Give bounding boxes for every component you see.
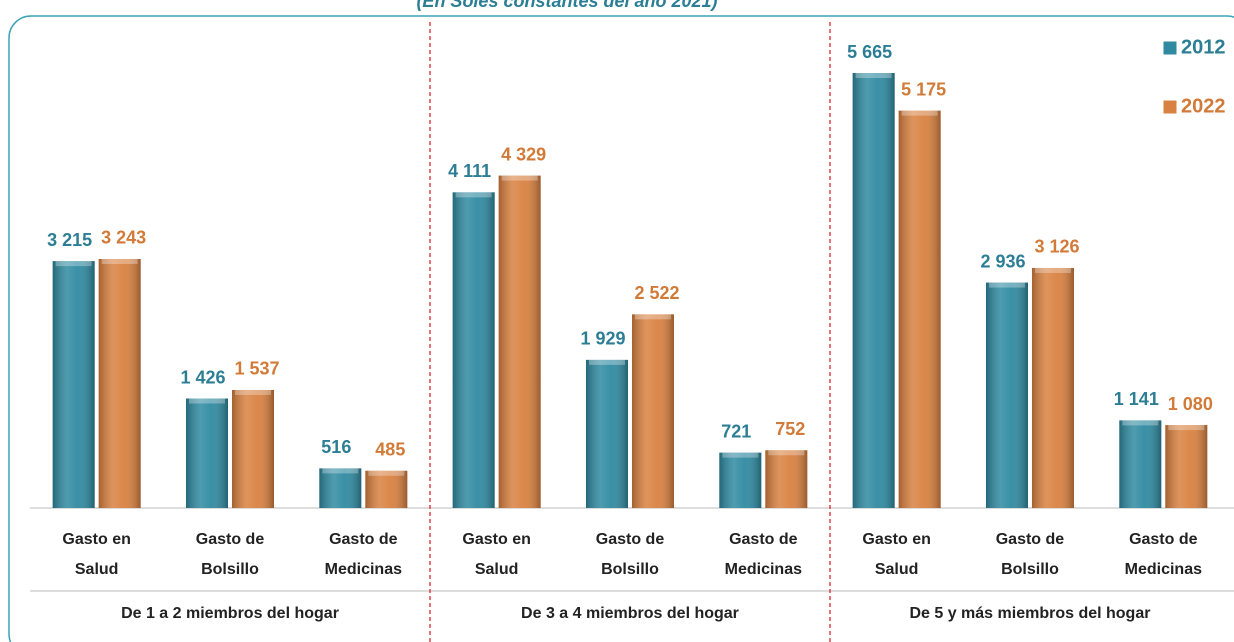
x-tick-label: Gasto en [862, 531, 930, 548]
x-tick-label: Salud [75, 561, 119, 578]
value-label: 1 537 [234, 359, 279, 379]
bar-cap [634, 314, 671, 320]
bar-cap [234, 389, 271, 395]
bar-cap [501, 175, 538, 181]
bar-shine [852, 73, 895, 508]
group-label: De 1 a 2 miembros del hogar [121, 605, 339, 622]
bar-shine [1165, 425, 1208, 508]
bar-cap [1034, 267, 1071, 273]
x-tick-label: Salud [475, 561, 519, 578]
bar-shine [898, 110, 941, 509]
bar-cap [322, 468, 359, 474]
bar-shine [765, 450, 808, 508]
value-label: 1 426 [180, 367, 225, 387]
legend-label: 2022 [1181, 95, 1226, 117]
bar-cap [855, 73, 892, 78]
value-label: 485 [375, 440, 405, 460]
value-label: 2 936 [980, 251, 1025, 271]
value-label: 516 [321, 437, 351, 457]
x-tick-label: Gasto de [729, 531, 798, 548]
frame [8, 15, 1234, 642]
bar-shine [1119, 420, 1162, 508]
bar-shine [52, 261, 95, 508]
x-tick-label: Salud [875, 561, 919, 578]
value-label: 1 929 [580, 329, 625, 349]
value-label: 1 080 [1168, 394, 1213, 414]
bar-cap [588, 359, 625, 365]
value-label: 3 243 [101, 228, 146, 248]
x-tick-label: Gasto de [1129, 531, 1198, 548]
x-tick-label: Gasto en [462, 531, 530, 548]
bar-shine [319, 468, 362, 508]
bar-shine [365, 470, 408, 508]
x-tick-label: Gasto de [996, 531, 1065, 548]
bar-cap [722, 452, 759, 458]
value-label: 3 215 [47, 230, 92, 250]
x-tick-label: Bolsillo [601, 561, 659, 578]
group-label: De 3 a 4 miembros del hogar [521, 605, 739, 622]
value-label: 721 [721, 421, 751, 441]
legend-label: 2012 [1181, 36, 1226, 58]
value-label: 2 522 [634, 283, 679, 303]
bar-shine [631, 314, 674, 508]
value-label: 4 329 [501, 144, 546, 164]
bar-shine [98, 258, 141, 508]
chart-subtitle: (En Soles constantes del año 2021) [416, 0, 717, 11]
bar-shine [498, 175, 541, 508]
legend-swatch [1162, 40, 1178, 56]
value-label: 752 [775, 419, 805, 439]
bar-shine [719, 452, 762, 508]
x-tick-label: Bolsillo [201, 561, 259, 578]
group-label: De 5 y más miembros del hogar [909, 605, 1150, 622]
x-tick-label: Gasto de [329, 531, 398, 548]
bar-cap [368, 470, 405, 476]
bar-shine [585, 359, 628, 508]
title-mask [350, 0, 790, 14]
bar-cap [55, 261, 92, 267]
bar-cap [101, 258, 138, 264]
x-tick-label: Gasto en [62, 531, 130, 548]
value-label: 1 141 [1114, 389, 1159, 409]
x-tick-label: Gasto de [196, 531, 265, 548]
bar-cap [455, 192, 492, 198]
bar-cap [1168, 425, 1205, 431]
x-tick-label: Medicinas [1125, 561, 1202, 578]
x-tick-label: Bolsillo [1001, 561, 1059, 578]
legend-swatch [1162, 99, 1178, 115]
x-tick-label: Medicinas [325, 561, 402, 578]
bar-shine [231, 389, 274, 508]
bar-shine [452, 192, 495, 508]
bar-shine [185, 398, 228, 508]
bar-shine [1031, 267, 1074, 508]
bar-cap [988, 282, 1025, 288]
bar-cap [768, 450, 805, 456]
bar-shine [985, 282, 1028, 508]
value-label: 3 126 [1034, 237, 1079, 257]
bar-cap [1122, 420, 1159, 426]
bar-cap [188, 398, 225, 404]
bar-cap [901, 110, 938, 116]
value-label: 5 175 [901, 79, 946, 99]
x-tick-label: Gasto de [596, 531, 665, 548]
x-tick-label: Medicinas [725, 561, 802, 578]
value-label: 5 665 [847, 42, 892, 62]
value-label: 4 111 [448, 161, 491, 181]
